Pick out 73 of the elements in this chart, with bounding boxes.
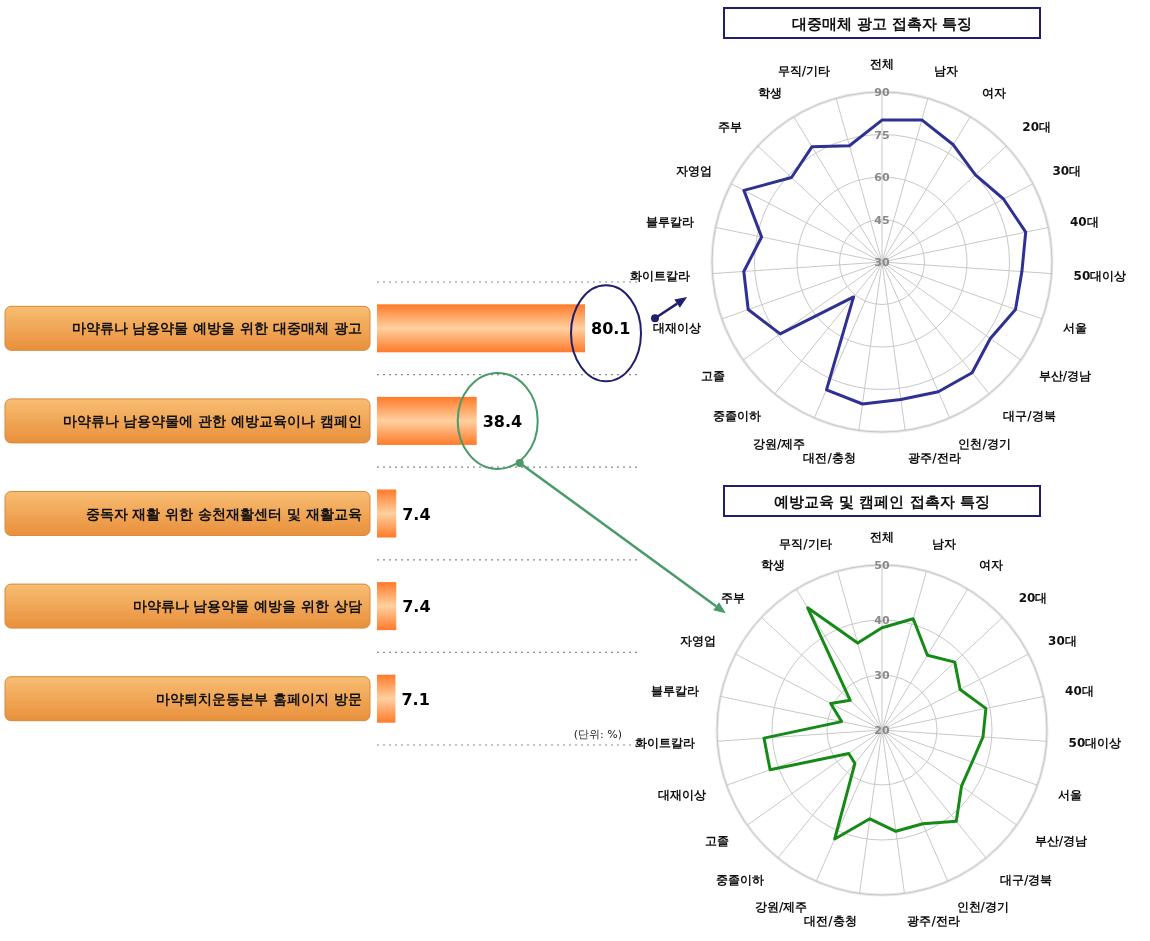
spoke-label: 서울 bbox=[1058, 787, 1083, 802]
spoke-label: 강원/제주 bbox=[753, 436, 806, 451]
y-tick-label: 마약류나 남용약물 예방을 위한 상담 bbox=[132, 598, 362, 615]
y-tick-label: 30 bbox=[874, 669, 890, 682]
bar bbox=[377, 674, 396, 723]
y-tick-label: 마약퇴치운동본부 홈페이지 방문 bbox=[156, 690, 362, 707]
y-tick-label: 75 bbox=[874, 128, 890, 142]
data-label: 7.1 bbox=[401, 689, 430, 709]
spoke-label: 대구/경북 bbox=[1003, 408, 1056, 423]
spoke-label: 50대이상 bbox=[1073, 268, 1127, 283]
data-label: 7.4 bbox=[402, 504, 431, 524]
spoke-label: 20대 bbox=[1022, 119, 1052, 134]
spoke-label: 무직/기타 bbox=[779, 537, 832, 552]
spoke-label: 대전/충청 bbox=[803, 451, 856, 466]
spoke-label: 전체 bbox=[870, 57, 894, 71]
spoke-label: 대구/경북 bbox=[1000, 872, 1053, 887]
spoke-label: 대재이상 bbox=[653, 321, 702, 336]
y-tick-label: 60 bbox=[874, 171, 890, 184]
bar bbox=[377, 304, 585, 353]
y-tick-label: 마약류나 남용약물 예방을 위한 대중매체 광고 bbox=[71, 320, 362, 337]
y-tick-label: 90 bbox=[874, 86, 890, 99]
bar bbox=[377, 489, 397, 538]
spoke-label: 광주/전라 bbox=[908, 451, 961, 466]
spoke-label: 부산/경남 bbox=[1038, 369, 1092, 384]
spoke-label: 남자 bbox=[933, 64, 958, 79]
y-tick-label: 45 bbox=[874, 213, 890, 227]
spoke-label: 자영업 bbox=[675, 163, 712, 178]
spoke-label: 주부 bbox=[721, 591, 746, 606]
data-label: 7.4 bbox=[402, 597, 431, 617]
spoke-label: 인천/경기 bbox=[956, 900, 1009, 915]
y-tick-label: 중독자 재활 위한 송천재활센터 및 재활교육 bbox=[85, 505, 362, 522]
chart-title: 예방교육 및 캠페인 접촉자 특징 bbox=[774, 493, 990, 511]
spoke-label: 대전/충청 bbox=[804, 914, 857, 929]
spoke-label: 40대 bbox=[1069, 214, 1099, 229]
spoke-label: 서울 bbox=[1062, 321, 1087, 336]
spoke-label: 인천/경기 bbox=[958, 436, 1011, 451]
spoke-label: 30대 bbox=[1052, 163, 1082, 178]
spoke-label: 대재이상 bbox=[657, 787, 706, 802]
spoke-label: 여자 bbox=[979, 558, 1004, 573]
spoke-label: 중졸이하 bbox=[712, 408, 761, 423]
annotation: (단위: %) bbox=[573, 728, 622, 741]
y-tick-label: 40 bbox=[874, 614, 890, 627]
y-tick-label: 50 bbox=[874, 559, 890, 572]
spoke-label: 고졸 bbox=[705, 834, 730, 849]
spoke-label: 고졸 bbox=[701, 369, 726, 384]
y-tick-label: 20 bbox=[874, 724, 890, 737]
spoke-label: 강원/제주 bbox=[755, 900, 808, 915]
y-tick-label: 마약류나 남용약물에 관한 예방교육이나 캠페인 bbox=[62, 412, 362, 429]
spoke-label: 남자 bbox=[932, 537, 957, 552]
spoke-label: 주부 bbox=[717, 119, 742, 134]
spoke-label: 30대 bbox=[1048, 634, 1077, 649]
data-label: 80.1 bbox=[591, 319, 631, 339]
chart-title: 대중매체 광고 접촉자 특징 bbox=[791, 15, 973, 33]
spoke-label: 학생 bbox=[760, 558, 785, 573]
y-tick-label: 30 bbox=[874, 256, 890, 269]
spoke-label: 학생 bbox=[758, 85, 783, 100]
spoke-label: 40대 bbox=[1065, 683, 1094, 698]
spoke-label: 여자 bbox=[981, 85, 1006, 100]
data-label: 38.4 bbox=[482, 411, 523, 431]
bar bbox=[377, 582, 397, 631]
spoke-label: 자영업 bbox=[679, 634, 716, 649]
spoke-label: 20대 bbox=[1018, 591, 1048, 606]
spoke-label: 중졸이하 bbox=[715, 872, 764, 887]
bar bbox=[377, 396, 477, 445]
spoke-label: 블루칼라 bbox=[646, 214, 695, 229]
spoke-label: 광주/전라 bbox=[907, 914, 960, 929]
spoke-label: 블루칼라 bbox=[650, 683, 699, 698]
spoke-label: 무직/기타 bbox=[777, 64, 831, 79]
spoke-label: 50대이상 bbox=[1068, 736, 1122, 751]
spoke-label: 전체 bbox=[870, 530, 894, 544]
spoke-label: 부산/경남 bbox=[1034, 834, 1088, 849]
spoke-label: 화이트칼라 bbox=[635, 736, 696, 751]
spoke-label: 화이트칼라 bbox=[630, 268, 691, 283]
